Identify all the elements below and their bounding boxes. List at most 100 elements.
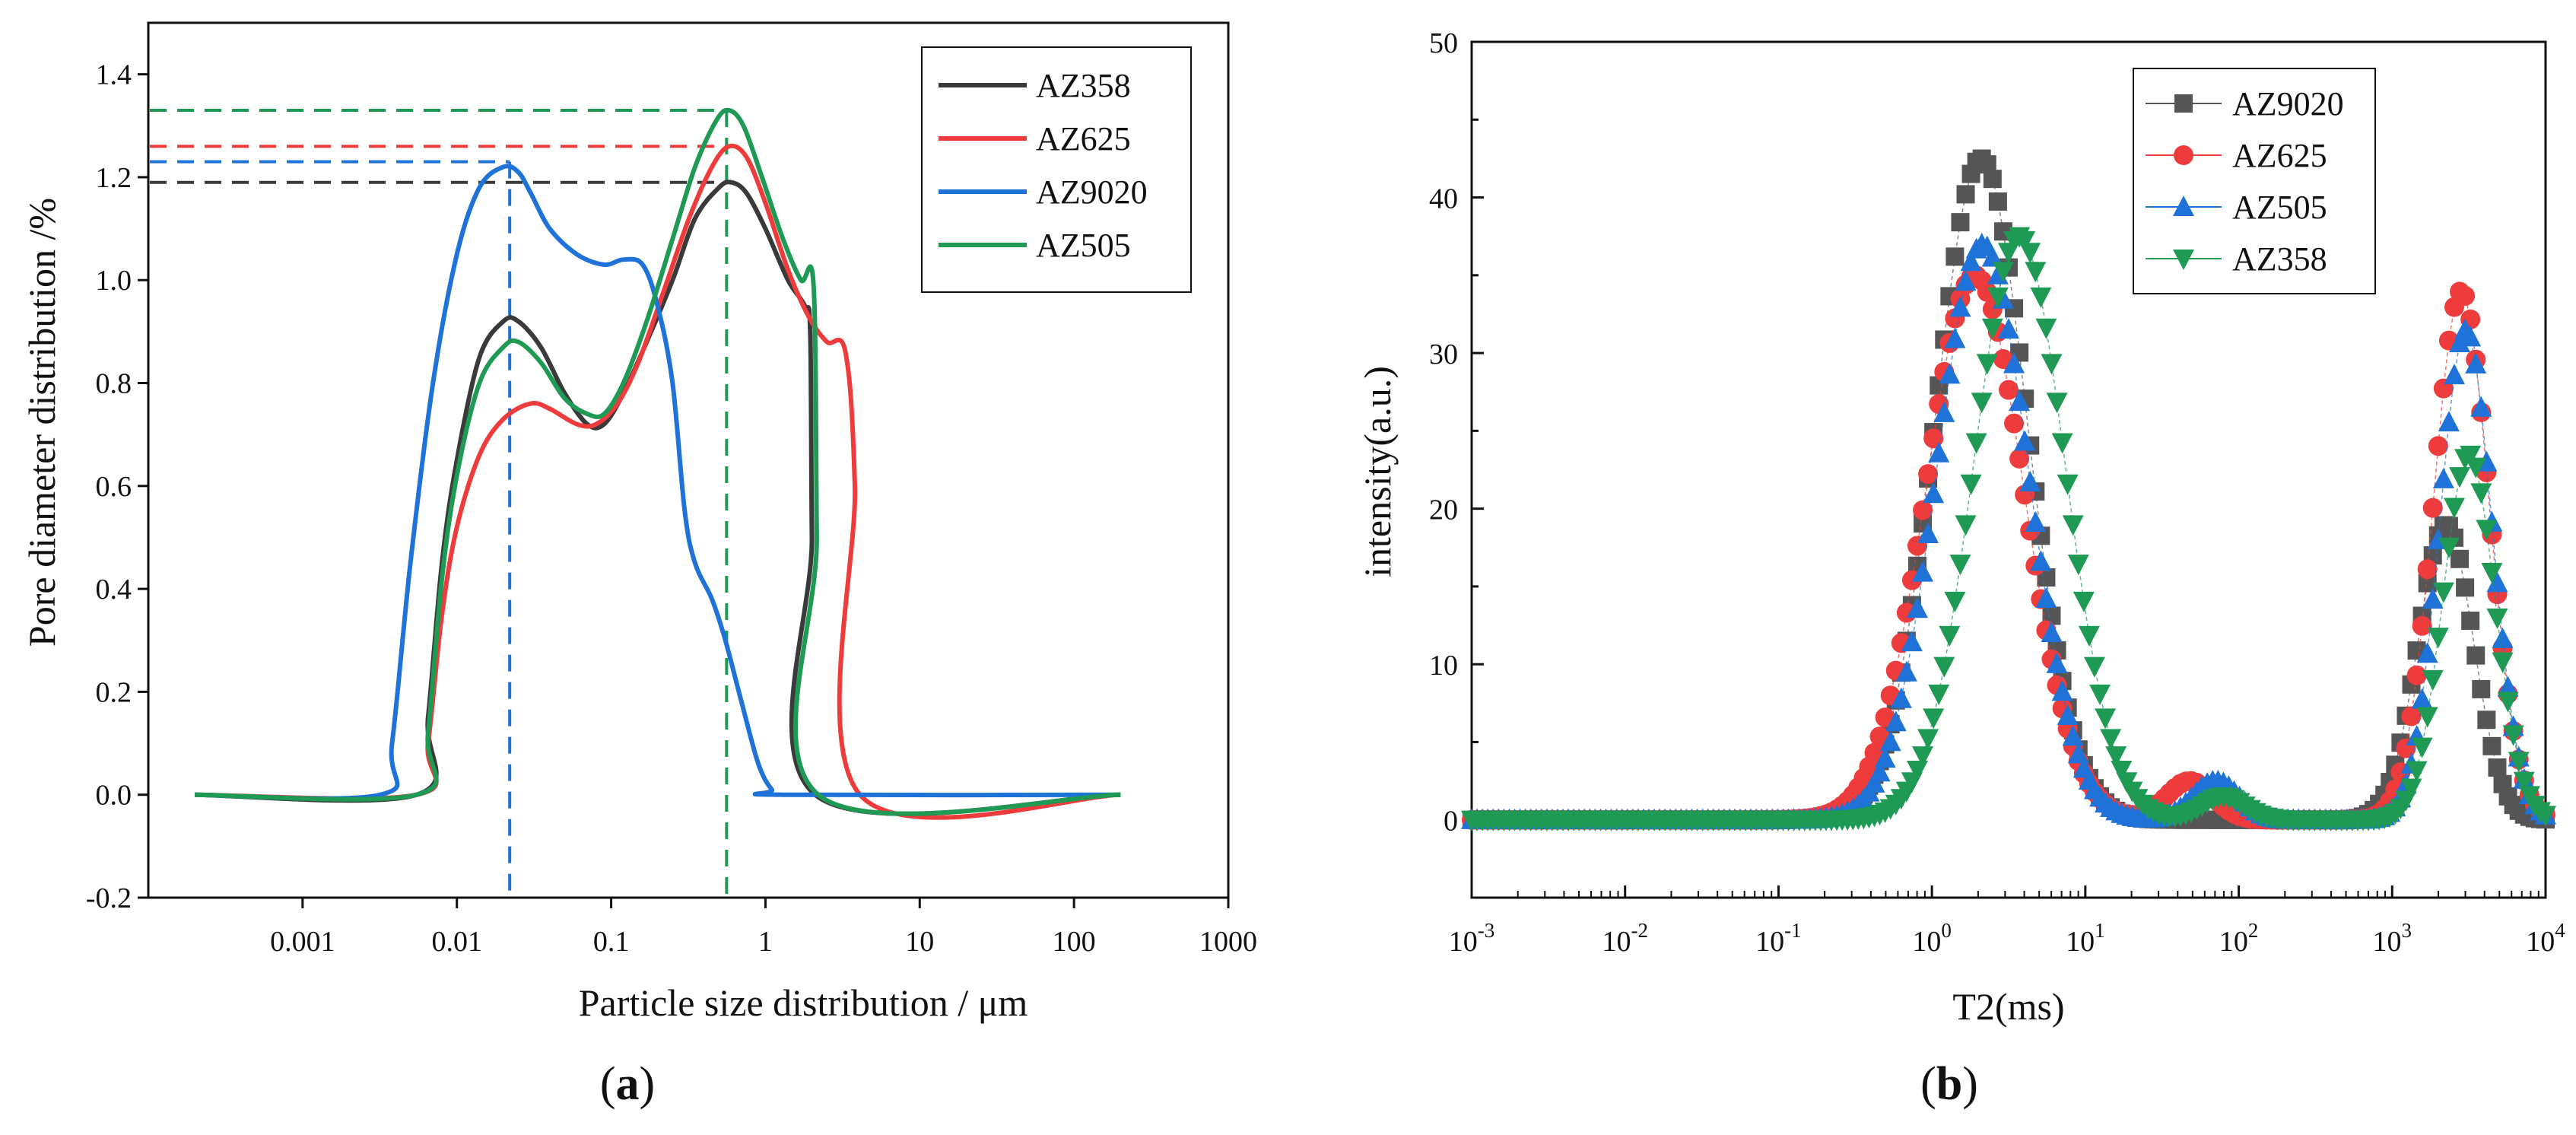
panel-b-x-tick-label: 102 (2219, 919, 2259, 958)
panel-b-x-tick-label: 100 (1912, 919, 1952, 958)
panel-b-point-az9020 (2461, 611, 2480, 630)
panel-b-point-az505 (2009, 390, 2031, 412)
panel-b-point-az358 (2051, 433, 2073, 454)
panel-b-point-az358 (1992, 262, 2014, 283)
panel-b-point-az9020 (1988, 192, 2007, 211)
panel-b-point-az505 (1885, 711, 1907, 732)
panel-b-point-az358 (2416, 707, 2438, 728)
panel-b-caption-close: ) (1962, 1058, 1978, 1110)
panel-b-x-tick-exponent: -3 (1478, 919, 1495, 942)
panel-a-series-az625-line (195, 143, 1121, 820)
panel-a-series-az9020-line (195, 164, 1121, 801)
panel-b-point-az505 (1912, 561, 1934, 582)
panel-b-point-az505 (2014, 430, 2036, 451)
panel-a-x-tick-label: 0.001 (270, 926, 335, 958)
panel-b-point-az505 (2046, 652, 2068, 673)
panel-a-caption-open: ( (600, 1058, 616, 1110)
panel-b-point-az358 (1949, 555, 1971, 576)
panel-b-x-tick-exponent: 2 (2248, 919, 2259, 942)
panel-a-plot-area: -0.2 0.0 0.2 0.4 0.6 0.8 1.0 1.2 1.4 0.001 0.01 0.1… (86, 21, 1257, 958)
panel-b-point-az358 (1987, 287, 2009, 308)
panel-b-point-az505 (2062, 725, 2084, 746)
panel-b-x-tick-exponent: 1 (2095, 919, 2105, 942)
panel-b-point-az358 (2432, 582, 2454, 603)
panel-b-point-az358 (2443, 498, 2465, 519)
panel-b-point-az625 (2417, 559, 2438, 580)
panel-b-point-az505 (1998, 318, 2019, 339)
panel-b-point-az358 (1944, 591, 1966, 612)
panel-b-y-axis-label: intensity(a.u.) (1356, 366, 1399, 577)
panel-b-point-az358 (2470, 483, 2492, 504)
panel-b-point-az358 (1965, 433, 1987, 454)
panel-b-point-az358 (2083, 657, 2105, 678)
panel-a-y-tick-label: 1.4 (96, 59, 132, 91)
panel-b-point-az625 (1977, 281, 1997, 302)
panel-b-x-tick-base: 10 (2066, 926, 2095, 958)
panel-b-point-az505 (1906, 597, 1928, 618)
panel-b-point-az625 (2401, 706, 2422, 726)
panel-b-x-tick-exponent: 0 (1941, 919, 1952, 942)
panel-b-x-tick-label: 10-3 (1449, 919, 1495, 958)
panel-b-legend-label-az625: AZ625 (2232, 137, 2327, 174)
panel-b-point-az505 (2057, 704, 2079, 726)
panel-b-legend-marker-az505 (2173, 196, 2194, 216)
panel-b-point-az505 (1939, 363, 1961, 384)
panel-a-legend: AZ358 AZ625 AZ9020 AZ505 (921, 46, 1192, 293)
panel-b-caption: (b) (1920, 1058, 1978, 1110)
panel-b-point-az358 (2111, 760, 2133, 781)
panel-b-point-az505 (1944, 327, 1966, 348)
panel-b-legend-marker-az625 (2174, 145, 2193, 165)
panel-b-point-az358 (2400, 778, 2422, 800)
panel-a-y-tick-label: 0.0 (96, 780, 132, 812)
panel-b-point-az358 (2422, 669, 2444, 691)
panel-b-x-tick-label: 10-2 (1602, 919, 1648, 958)
panel-b-point-az505 (1874, 747, 1896, 768)
panel-b-point-az358 (1976, 354, 1998, 375)
panel-b-point-az9020 (2456, 578, 2475, 597)
panel-b-y-tick-label: 30 (1429, 339, 1458, 370)
panel-b-legend-label-az505: AZ505 (2232, 189, 2327, 226)
panel-a-caption: (a) (600, 1058, 655, 1110)
panel-b-point-az9020 (1983, 170, 2002, 189)
panel-b-point-az358 (1933, 657, 1955, 678)
panel-b-point-az625 (2455, 285, 2476, 306)
panel-b-point-az358 (1971, 393, 1993, 414)
panel-b-y-tick-label: 20 (1429, 494, 1458, 526)
panel-b-point-az9020 (2472, 679, 2491, 698)
panel-a-x-axis-label: Particle size distribution / μm (579, 981, 1028, 1024)
panel-a-x-tick-label: 10 (905, 926, 934, 958)
panel-b-point-az358 (2105, 746, 2127, 768)
panel-b-point-az358 (2078, 625, 2100, 647)
panel-b-point-az505 (2416, 642, 2438, 663)
panel-a-y-axis-label: Pore diameter distribution /% (21, 198, 63, 647)
panel-b-point-az358 (1912, 746, 1934, 768)
panel-b-point-az9020 (1951, 213, 1970, 232)
panel-b-point-az505 (2492, 627, 2514, 648)
panel-b-point-az358 (2460, 445, 2482, 466)
panel-a-y-tick-label: 0.8 (96, 368, 132, 400)
panel-a-y-tick-label: 0.4 (96, 574, 132, 606)
panel-b-point-az358 (2057, 474, 2079, 495)
panel-a-y-tick-label: -0.2 (86, 882, 132, 914)
panel-a-x-tick-label: 0.1 (593, 926, 630, 958)
panel-b-point-az625 (1869, 726, 1890, 747)
panel-b-y-tick-label: 50 (1429, 27, 1458, 59)
panel-b-point-az358 (2486, 608, 2508, 629)
panel-b-legend-label-az9020: AZ9020 (2232, 85, 2344, 122)
panel-b-point-az9020 (2477, 711, 2496, 730)
panel-b-point-az505 (1960, 250, 1982, 272)
panel-b-point-az358 (2100, 729, 2122, 750)
panel-b-point-az505 (2432, 467, 2454, 488)
panel-b-point-az358 (1939, 625, 1961, 647)
panel-b-point-az505 (1928, 441, 1950, 463)
panel-b-point-az505 (2051, 680, 2073, 701)
panel-b-x-tick-base: 10 (1449, 926, 1478, 958)
panel-b-point-az358 (2535, 806, 2556, 827)
panel-b-legend-box (2133, 68, 2376, 294)
panel-a-y-tick-label: 0.6 (96, 471, 132, 503)
panel-b-point-az625 (1999, 380, 2019, 400)
panel-b-x-tick-label: 104 (2526, 919, 2565, 958)
panel-b-x-tick-base: 10 (2219, 926, 2248, 958)
